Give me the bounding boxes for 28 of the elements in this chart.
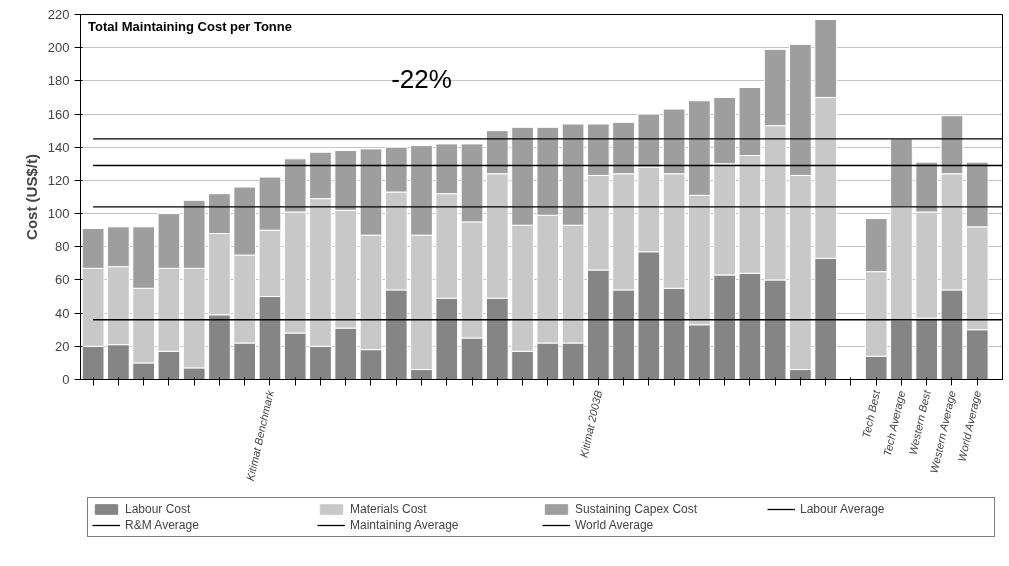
legend-label: Materials Cost (350, 502, 428, 516)
legend-label: Sustaining Capex Cost (575, 502, 699, 516)
annotation: -22% (391, 64, 452, 95)
y-tick-label: 120 (47, 172, 70, 188)
x-tick-label: World Average (955, 389, 984, 463)
y-axis-title: Cost (US$/t) (22, 154, 40, 240)
legend-label: Labour Cost (125, 502, 192, 516)
y-tick-label: 140 (47, 139, 70, 155)
legend-label: World Average (575, 518, 655, 532)
y-tick-label: 220 (47, 7, 70, 22)
y-tick-label: 0 (62, 372, 70, 387)
legend-label: R&M Average (125, 518, 200, 532)
chart-title: Total Maintaining Cost per Tonne (88, 19, 292, 35)
y-tick-label: 200 (47, 40, 70, 56)
y-tick-label: 60 (55, 272, 70, 288)
y-tick-label: 100 (47, 206, 70, 222)
y-tick-label: 20 (55, 338, 70, 354)
y-tick-label: 80 (55, 239, 70, 255)
bar (890, 138, 913, 208)
x-tick-label: Kitimat 2003B (577, 389, 605, 459)
x-tick-label: Western Best (906, 388, 933, 457)
y-tick-label: 40 (55, 305, 70, 321)
legend-label: Maintaining Average (350, 518, 460, 532)
legend-label: Labour Average (800, 502, 886, 516)
y-tick-label: 180 (47, 73, 70, 89)
x-tick-label: Tech Average (880, 389, 908, 458)
y-tick-label: 160 (47, 106, 70, 122)
x-tick-label: Tech Best (859, 388, 883, 440)
